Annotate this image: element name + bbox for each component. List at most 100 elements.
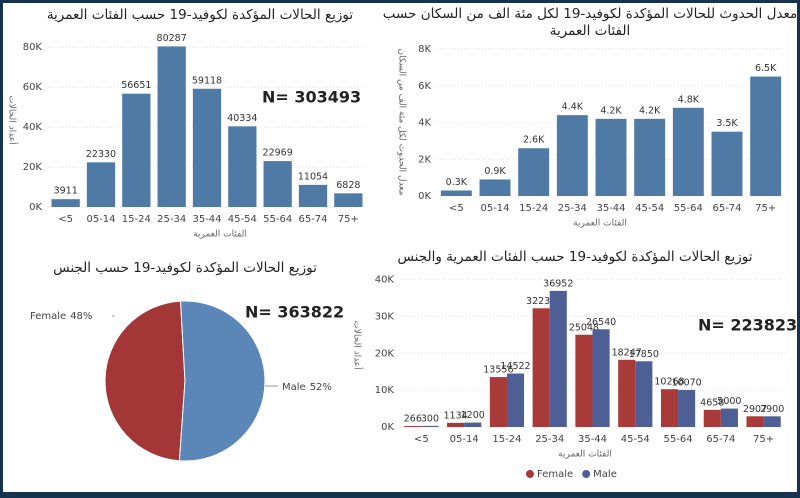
x-tick-label: 15-24	[492, 434, 521, 445]
data-label: 266	[404, 414, 422, 425]
data-label: 4.2K	[639, 105, 661, 116]
data-label: 25048	[569, 322, 599, 333]
annotation: N= 303493	[262, 88, 361, 107]
x-tick-label: 15-24	[519, 203, 548, 214]
y-tick-label: 8K	[418, 44, 431, 55]
bar	[750, 76, 782, 196]
bar	[518, 148, 550, 196]
data-label: 18247	[612, 347, 642, 358]
y-tick-label: 2K	[418, 154, 431, 165]
data-label: 26540	[586, 317, 616, 328]
y-axis-label: أعداد الحالات	[7, 95, 19, 144]
data-label: 11054	[298, 171, 328, 182]
pie-slice	[178, 300, 266, 462]
data-label: 0.9K	[484, 166, 506, 177]
bar	[556, 115, 588, 196]
x-tick-label: 35-44	[192, 214, 221, 225]
slice-value: 52%	[310, 382, 332, 393]
data-label: 3.5K	[716, 118, 738, 129]
bar	[672, 107, 704, 196]
x-tick-label: 35-44	[578, 434, 607, 445]
bar	[298, 184, 328, 207]
bar	[489, 377, 507, 427]
data-label: 2900	[760, 404, 784, 415]
pie-slice	[104, 300, 186, 462]
data-label: 300	[421, 413, 439, 424]
y-axis-label: معدل الحدوث لكل مئة الف من السكان	[397, 49, 407, 196]
data-label: 10268	[654, 377, 684, 388]
x-tick-label: 45-54	[621, 434, 650, 445]
chart-title: توزيع الحالات المؤكدة لكوفيد-19 حسب الفئ…	[47, 7, 354, 23]
legend-marker	[582, 470, 591, 478]
x-tick-label: <5	[414, 434, 429, 445]
bar	[678, 389, 696, 427]
data-label: 1200	[461, 410, 485, 421]
data-label: 3911	[54, 186, 78, 197]
annotation: N= 223823	[698, 316, 797, 335]
x-tick-label: 75+	[338, 214, 359, 225]
bar	[711, 131, 743, 196]
x-tick-label: 25-34	[535, 434, 564, 445]
bar	[51, 199, 80, 207]
x-axis-label: الفئات العمرية	[193, 230, 247, 240]
data-label: 80287	[157, 33, 187, 44]
data-label: 4.8K	[678, 94, 700, 105]
x-tick-label: 55-64	[674, 203, 703, 214]
bar	[763, 416, 781, 427]
x-tick-label: 35-44	[596, 203, 625, 214]
x-tick-label: <5	[449, 203, 464, 214]
chart-title: توزيع الحالات المؤكدة لكوفيد-19 حسب الجن…	[53, 260, 317, 276]
data-label: 40334	[227, 113, 257, 124]
y-tick-label: 0K	[418, 191, 431, 202]
data-label: 4.2K	[600, 105, 622, 116]
y-tick-label: 6K	[418, 81, 431, 92]
bar	[440, 190, 472, 196]
x-tick-label: 65-74	[298, 214, 327, 225]
x-axis-label: الفئات العمرية	[558, 450, 612, 460]
x-tick-label: 25-34	[157, 214, 186, 225]
legend-label: Male	[593, 469, 617, 480]
data-label: 22330	[86, 149, 116, 160]
slice-name: Male	[282, 382, 306, 393]
x-tick-label: 55-64	[664, 434, 693, 445]
chart-title: الفئات العمرية	[550, 23, 631, 39]
y-tick-label: 20K	[375, 348, 395, 359]
y-tick-label: 20K	[23, 162, 43, 173]
slice-name: Female	[30, 311, 66, 322]
data-label: 2907	[743, 404, 767, 415]
bar	[157, 46, 186, 208]
bar	[192, 88, 222, 207]
data-label: 4658	[700, 397, 724, 408]
slice-value: 48%	[70, 311, 92, 322]
x-axis-label: الفئات العمرية	[573, 219, 627, 229]
bar	[703, 409, 721, 427]
bar	[228, 126, 257, 207]
x-tick-label: 45-54	[228, 214, 257, 225]
y-tick-label: 4K	[418, 118, 431, 129]
bar	[122, 93, 151, 207]
data-label: 6.5K	[755, 63, 777, 74]
bar	[334, 193, 363, 207]
bar	[263, 161, 292, 207]
y-tick-label: 80K	[23, 42, 43, 53]
bar	[592, 329, 610, 427]
data-label: 22969	[263, 148, 293, 159]
data-label: 32230	[526, 296, 556, 307]
bar	[660, 389, 679, 427]
x-tick-label: 05-14	[450, 434, 479, 445]
chart-title: معدل الحدوث للحالات المؤكدة لكوفيد-19 لك…	[383, 6, 797, 22]
bar	[720, 408, 738, 427]
slice-label: Female 48%	[30, 311, 92, 322]
data-label: 14522	[500, 361, 530, 372]
x-tick-label: 05-14	[480, 203, 509, 214]
x-tick-label: 65-74	[712, 203, 741, 214]
y-tick-label: 60K	[23, 82, 43, 93]
x-tick-label: 75+	[753, 434, 774, 445]
legend-label: Female	[537, 469, 573, 480]
slice-label: Male 52%	[282, 382, 332, 393]
y-axis-label: أعداد الحالات	[352, 320, 364, 369]
bar	[404, 426, 422, 427]
x-tick-label: 25-34	[558, 203, 587, 214]
data-label: 10070	[671, 377, 701, 388]
data-label: 13556	[483, 365, 513, 376]
